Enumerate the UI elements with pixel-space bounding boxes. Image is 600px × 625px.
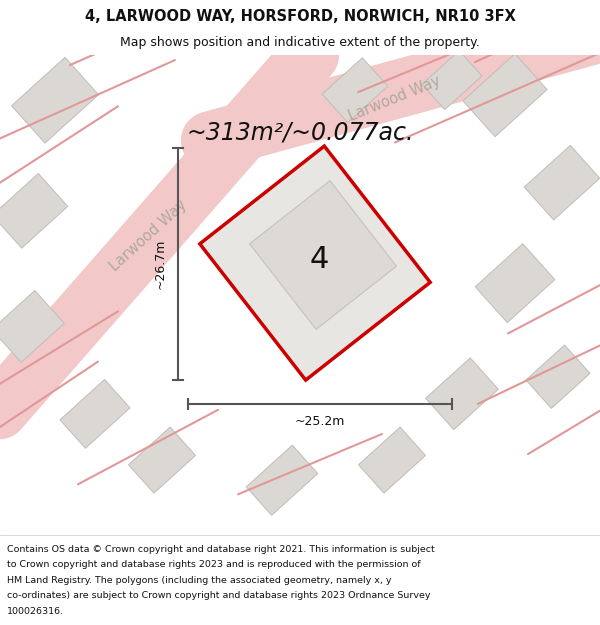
Polygon shape — [425, 358, 499, 429]
Polygon shape — [475, 244, 555, 322]
Polygon shape — [200, 146, 430, 380]
Text: Map shows position and indicative extent of the property.: Map shows position and indicative extent… — [120, 36, 480, 49]
Text: Larwood Way: Larwood Way — [347, 73, 443, 124]
Polygon shape — [526, 345, 590, 408]
Polygon shape — [60, 379, 130, 448]
Polygon shape — [0, 291, 64, 362]
Text: ~313m²/~0.077ac.: ~313m²/~0.077ac. — [186, 121, 414, 144]
Polygon shape — [358, 427, 425, 493]
Polygon shape — [128, 427, 196, 493]
Text: HM Land Registry. The polygons (including the associated geometry, namely x, y: HM Land Registry. The polygons (includin… — [7, 576, 392, 584]
Polygon shape — [250, 181, 397, 329]
Polygon shape — [524, 146, 600, 220]
Text: ~25.2m: ~25.2m — [295, 416, 345, 428]
Text: 4, LARWOOD WAY, HORSFORD, NORWICH, NR10 3FX: 4, LARWOOD WAY, HORSFORD, NORWICH, NR10 … — [85, 9, 515, 24]
Text: 4: 4 — [310, 244, 329, 274]
Text: Contains OS data © Crown copyright and database right 2021. This information is : Contains OS data © Crown copyright and d… — [7, 544, 435, 554]
Polygon shape — [422, 51, 482, 109]
Text: Larwood Way: Larwood Way — [107, 198, 190, 274]
Text: ~26.7m: ~26.7m — [154, 239, 167, 289]
Polygon shape — [0, 174, 68, 248]
Text: co-ordinates) are subject to Crown copyright and database rights 2023 Ordnance S: co-ordinates) are subject to Crown copyr… — [7, 591, 431, 600]
Text: to Crown copyright and database rights 2023 and is reproduced with the permissio: to Crown copyright and database rights 2… — [7, 560, 421, 569]
Polygon shape — [463, 54, 547, 137]
Polygon shape — [11, 58, 98, 143]
Polygon shape — [246, 445, 318, 515]
Polygon shape — [322, 58, 388, 122]
Text: 100026316.: 100026316. — [7, 607, 64, 616]
